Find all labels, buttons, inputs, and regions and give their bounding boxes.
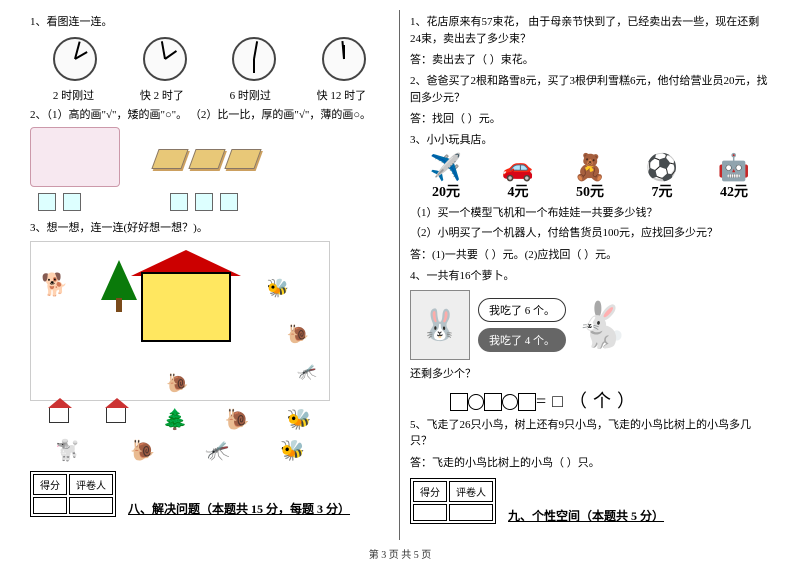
r-q4: 4、一共有16个萝卜。 xyxy=(410,268,770,285)
toy-ball: ⚽ 7元 xyxy=(646,153,678,201)
doll-icon: 🧸 xyxy=(574,153,606,181)
toy-price: 4元 xyxy=(502,181,534,201)
toy-plane: ✈️ 20元 xyxy=(430,153,462,201)
robot-icon: 🤖 xyxy=(718,153,750,181)
car-icon: 🚗 xyxy=(502,153,534,181)
toy-robot: 🤖 42元 xyxy=(718,153,750,201)
eq-tail: =□（个） xyxy=(536,391,641,411)
toy-price: 42元 xyxy=(718,181,750,201)
r-q3: 3、小小玩具店。 xyxy=(410,132,770,149)
section-9-title: 九、个性空间（本题共 5 分） xyxy=(508,507,664,524)
bee-icon: 🐝 xyxy=(267,278,289,299)
books-group xyxy=(153,127,261,172)
grader-cell[interactable] xyxy=(69,497,113,514)
r-a2: 答：找回（ ）元。 xyxy=(410,110,770,126)
scene-picture: 🐕 🐝 🐌 🐌 🦟 xyxy=(30,241,330,401)
score-label: 得分 xyxy=(33,474,67,495)
score-cell[interactable] xyxy=(413,504,447,521)
children-image xyxy=(30,127,120,187)
rabbit-right-icon: 🐇 xyxy=(574,299,629,351)
q1-text: 1、看图连一连。 xyxy=(30,14,389,31)
clock-labels: 2 时刚过 快 2 时了 6 时刚过 快 12 时了 xyxy=(30,87,389,103)
small-house-icon xyxy=(106,407,126,423)
r-a1: 答：卖出去了（ ）束花。 xyxy=(410,51,770,67)
tree-icon: 🌲 xyxy=(163,407,188,432)
rabbit-left-icon: 🐰 xyxy=(410,290,470,360)
grader-label: 评卷人 xyxy=(69,474,113,495)
toy-price: 20元 xyxy=(430,181,462,201)
book-icon xyxy=(151,149,188,169)
q3-text: 3、想一想，连一连(好好想一想？)。 xyxy=(30,220,389,237)
clock-icon xyxy=(232,37,276,81)
ball-icon: ⚽ xyxy=(646,153,678,181)
snail-icon: 🐌 xyxy=(225,407,250,432)
house-icon xyxy=(141,272,231,342)
book-icon xyxy=(225,149,262,169)
match-row-1: 🌲 🐌 🐝 xyxy=(30,407,330,432)
answer-box[interactable] xyxy=(170,193,188,211)
page-footer: 第 3 页 共 5 页 xyxy=(0,546,800,561)
section-9-header: 得分 评卷人 九、个性空间（本题共 5 分） xyxy=(410,478,770,524)
answer-box[interactable] xyxy=(195,193,213,211)
answer-box[interactable] xyxy=(63,193,81,211)
r-q1: 1、花店原来有57束花， 由于母亲节快到了，已经卖出去一些，现在还剩24束，卖出… xyxy=(410,14,770,47)
toy-row: ✈️ 20元 🚗 4元 🧸 50元 ⚽ 7元 🤖 42元 xyxy=(410,153,770,201)
clock-label: 快 12 时了 xyxy=(317,87,367,103)
plane-icon: ✈️ xyxy=(430,153,462,181)
r-a5: 答：飞走的小鸟比树上的小鸟（ ）只。 xyxy=(410,454,770,470)
right-column: 1、花店原来有57束花， 由于母亲节快到了，已经卖出去一些，现在还剩24束，卖出… xyxy=(400,10,780,540)
q2-figures xyxy=(30,127,389,216)
left-column: 1、看图连一连。 2 时刚过 快 2 时了 6 时刚过 快 12 时了 2、（1… xyxy=(20,10,400,540)
r-q4b: 还剩多少个？ xyxy=(410,366,770,383)
r-a3: 答：(1)一共要（ ）元。(2)应找回（ ）元。 xyxy=(410,246,770,262)
toy-car: 🚗 4元 xyxy=(502,153,534,201)
r-q2: 2、爸爸买了2根和路雪8元，买了3根伊利雪糕6元，他付给营业员20元，找回多少元… xyxy=(410,73,770,106)
clock-label: 快 2 时了 xyxy=(140,87,184,103)
grader-label: 评卷人 xyxy=(449,481,493,502)
bee-icon: 🐝 xyxy=(280,438,305,463)
snail-icon: 🐌 xyxy=(287,324,309,345)
fly-icon: 🦟 xyxy=(297,362,317,382)
rabbit-scene: 🐰 我吃了 6 个。 我吃了 4 个。 🐇 xyxy=(410,290,770,360)
dog-icon: 🐩 xyxy=(55,438,80,463)
clock-icon xyxy=(53,37,97,81)
clock-icon xyxy=(143,37,187,81)
book-icon xyxy=(188,149,225,169)
score-table: 得分 评卷人 xyxy=(410,478,496,524)
r-q3a: （1）买一个模型飞机和一个布娃娃一共要多少钱？ xyxy=(410,205,770,222)
clock-label: 6 时刚过 xyxy=(230,87,271,103)
score-cell[interactable] xyxy=(33,497,67,514)
clock-label: 2 时刚过 xyxy=(53,87,94,103)
r-q5: 5、飞走了26只小鸟，树上还有9只小鸟，飞走的小鸟比树上的小鸟多几只？ xyxy=(410,417,770,450)
speech-bubble-2: 我吃了 4 个。 xyxy=(478,328,566,352)
section-8-header: 得分 评卷人 八、解决问题（本题共 15 分，每题 3 分） xyxy=(30,471,389,517)
toy-price: 50元 xyxy=(574,181,606,201)
clock-row xyxy=(30,37,389,81)
answer-box[interactable] xyxy=(38,193,56,211)
q2-text: 2、（1）高的画"√"，矮的画"○"。 （2）比一比，厚的画"√"，薄的画○。 xyxy=(30,107,389,124)
speech-bubble-1: 我吃了 6 个。 xyxy=(478,298,566,322)
r-q3b: （2）小明买了一个机器人，付给售货员100元，应找回多少元？ xyxy=(410,225,770,242)
bubbles: 我吃了 6 个。 我吃了 4 个。 xyxy=(478,295,566,355)
dog-icon: 🐕 xyxy=(41,272,68,298)
bee-icon: 🐝 xyxy=(287,407,312,432)
fly-icon: 🦟 xyxy=(205,438,230,463)
section-8-title: 八、解决问题（本题共 15 分，每题 3 分） xyxy=(128,500,350,517)
snail-icon: 🐌 xyxy=(166,373,188,394)
toy-doll: 🧸 50元 xyxy=(574,153,606,201)
clock-icon xyxy=(322,37,366,81)
equation-boxes[interactable]: =□（个） xyxy=(450,387,770,413)
match-row-2: 🐩 🐌 🦟 🐝 xyxy=(30,438,330,463)
snail-icon: 🐌 xyxy=(130,438,155,463)
grader-cell[interactable] xyxy=(449,504,493,521)
small-house-icon xyxy=(49,407,69,423)
score-table: 得分 评卷人 xyxy=(30,471,116,517)
score-label: 得分 xyxy=(413,481,447,502)
toy-price: 7元 xyxy=(646,181,678,201)
tree-icon xyxy=(101,260,137,300)
answer-box[interactable] xyxy=(220,193,238,211)
